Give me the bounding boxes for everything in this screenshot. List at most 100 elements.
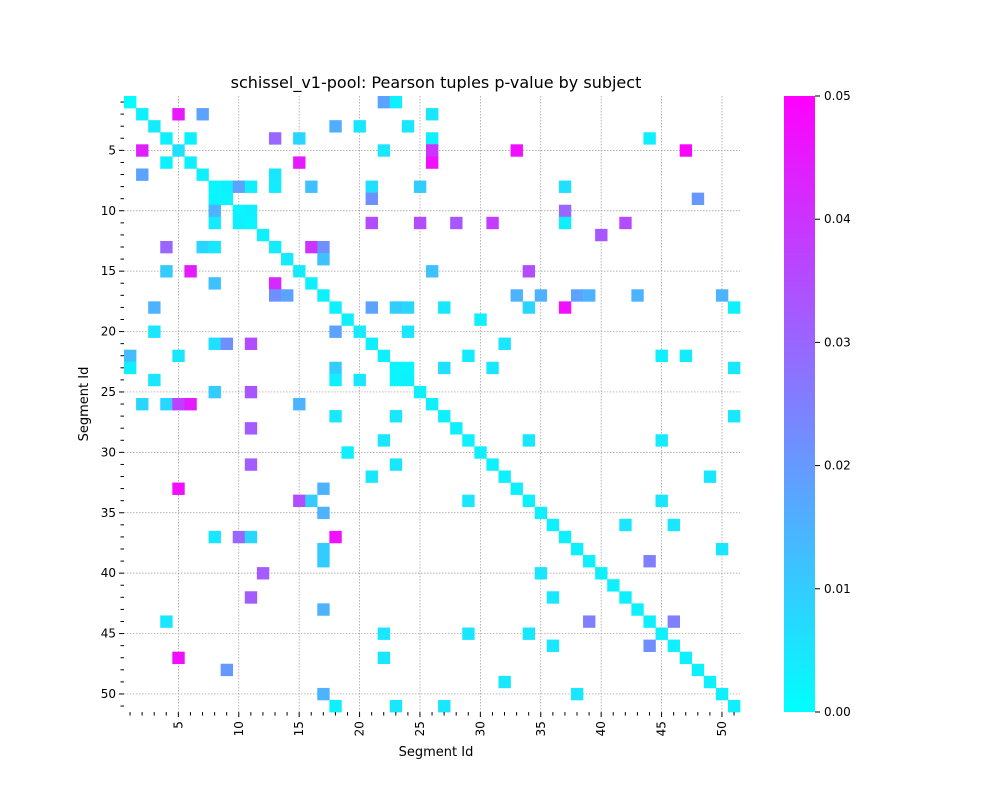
- heatmap-cell: [377, 434, 391, 447]
- heatmap-cell: [377, 627, 391, 640]
- heatmap-cell: [570, 542, 584, 556]
- heatmap-cell: [679, 349, 693, 363]
- heatmap-cell: [655, 627, 668, 640]
- heatmap-cell: [365, 192, 378, 206]
- heatmap-cell: [293, 132, 306, 145]
- heatmap-cell: [220, 192, 234, 206]
- heatmap-cell: [317, 289, 330, 302]
- heatmap-cell: [353, 373, 366, 387]
- heatmap-cell: [365, 180, 378, 193]
- heatmap-cell: [558, 301, 572, 314]
- heatmap-cell: [715, 289, 729, 302]
- heatmap-cell: [558, 204, 572, 218]
- colorbar-tick-label: 0.02: [824, 459, 851, 473]
- heatmap-cell: [220, 337, 234, 350]
- heatmap-cell: [438, 361, 451, 375]
- heatmap-cell: [655, 494, 668, 508]
- heatmap-cell: [522, 265, 536, 278]
- heatmap-cell: [619, 518, 632, 532]
- heatmap-cell: [522, 627, 536, 640]
- heatmap-cell: [244, 458, 258, 471]
- heatmap-cell: [244, 204, 258, 218]
- y-tick-label: 15: [101, 264, 116, 278]
- heatmap-cell: [679, 651, 693, 665]
- heatmap-cell: [619, 591, 632, 604]
- x-axis: 5 10 15 20 25 30 35 40 45 50: [129, 712, 735, 736]
- heatmap-cell: [172, 108, 185, 121]
- heatmap-cell: [353, 120, 366, 133]
- heatmap-cell: [546, 639, 560, 652]
- heatmap-cell: [220, 663, 234, 677]
- heatmap-cell: [268, 132, 282, 145]
- heatmap-cell: [232, 180, 246, 193]
- heatmap-cell: [329, 325, 342, 338]
- heatmap-cell: [281, 253, 294, 266]
- heatmap-cell: [377, 144, 391, 157]
- heatmap-cell: [305, 240, 318, 254]
- heatmap-cell: [124, 96, 137, 109]
- heatmap-cell: [426, 265, 439, 278]
- heatmap-cell: [148, 325, 161, 338]
- heatmap-cell: [728, 700, 741, 713]
- heatmap-cell: [268, 289, 282, 302]
- y-axis-label: Segment Id: [77, 367, 92, 442]
- heatmap-cell: [583, 289, 596, 302]
- heatmap-cell: [389, 410, 403, 423]
- x-tick-label: 40: [594, 721, 608, 736]
- heatmap-cell: [148, 373, 161, 387]
- heatmap-cell: [389, 700, 403, 713]
- heatmap-cell: [244, 385, 258, 399]
- grid-lines: [124, 96, 741, 713]
- heatmap-cell: [534, 567, 548, 580]
- heatmap-cell: [184, 265, 197, 278]
- heatmap-cell: [534, 506, 548, 520]
- heatmap-cell: [522, 494, 536, 508]
- heatmap-cell: [728, 361, 741, 375]
- heatmap-cell: [160, 240, 173, 254]
- heatmap-cell: [244, 591, 258, 604]
- heatmap-cell: [268, 180, 282, 193]
- heatmap-cell: [570, 687, 584, 701]
- x-tick-label: 20: [353, 721, 367, 736]
- heatmap-cell: [583, 555, 596, 568]
- heatmap-cell: [462, 627, 475, 640]
- heatmap-cell: [413, 216, 427, 230]
- heatmap-cell: [184, 398, 197, 411]
- x-tick-label: 35: [534, 721, 548, 736]
- x-axis-label: Segment Id: [399, 745, 474, 760]
- heatmap-cell: [679, 144, 693, 157]
- heatmap-cell: [160, 132, 173, 145]
- heatmap-cell: [244, 180, 258, 193]
- heatmap-cell: [389, 301, 403, 314]
- heatmap-cell: [534, 289, 548, 302]
- heatmap-cell: [413, 180, 427, 193]
- heatmap-cell: [558, 216, 572, 230]
- heatmap-cell: [256, 567, 270, 580]
- heatmap-cell: [184, 156, 197, 169]
- heatmap-cell: [631, 289, 644, 302]
- heatmap-cell: [365, 337, 378, 350]
- heatmap-cell: [329, 530, 342, 544]
- heatmap-cell: [317, 253, 330, 266]
- heatmap-cell: [438, 700, 451, 713]
- heatmap-cells: [124, 96, 741, 713]
- y-axis: 5 10 15 20 25 30 35 40 45 50: [101, 101, 124, 707]
- colorbar-tick-label: 0.00: [824, 705, 851, 719]
- heatmap-cell: [389, 373, 403, 387]
- y-tick-label: 40: [101, 566, 116, 580]
- heatmap-cell: [401, 301, 415, 314]
- colorbar-tick-label: 0.03: [824, 335, 851, 349]
- heatmap-cell: [365, 216, 378, 230]
- heatmap-cell: [136, 168, 149, 181]
- heatmap-cell: [305, 494, 318, 508]
- heatmap-cell: [607, 579, 620, 592]
- heatmap-cell: [208, 204, 221, 218]
- heatmap-cell: [389, 361, 403, 375]
- heatmap-cell: [317, 555, 330, 568]
- heatmap-cell: [208, 277, 221, 290]
- heatmap-cell: [401, 325, 415, 338]
- heatmap-cell: [728, 410, 741, 423]
- heatmap-cell: [341, 446, 354, 459]
- y-tick-label: 30: [101, 445, 116, 459]
- heatmap-cell: [643, 132, 656, 145]
